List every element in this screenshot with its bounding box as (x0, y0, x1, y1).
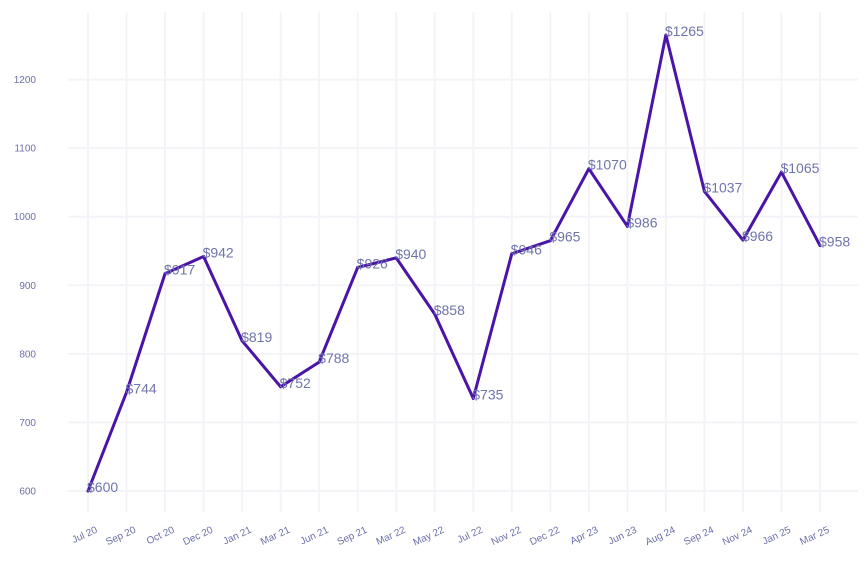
data-point (163, 272, 167, 276)
x-axis: Jul 20 Sep 20 Oct 20 Dec 20 Jan 21 Mar 21 Jun … (70, 525, 831, 549)
x-tick-label: Mar 22 (375, 525, 408, 548)
x-tick-label: Mar 25 (798, 525, 831, 548)
data-point (587, 167, 591, 171)
x-tick-label: May 22 (412, 525, 447, 549)
data-label: $942 (203, 244, 234, 260)
x-tick-label: Nov 24 (721, 525, 755, 549)
data-point (818, 244, 822, 248)
x-tick-label: Jan 21 (222, 525, 254, 548)
data-label: $1265 (665, 23, 704, 39)
y-tick-label: 600 (19, 487, 36, 498)
x-tick-label: Dec 22 (528, 525, 562, 549)
data-point (625, 224, 629, 228)
data-point (471, 396, 475, 400)
x-tick-label: Aug 24 (644, 525, 678, 549)
data-point (86, 489, 90, 493)
data-point (433, 312, 437, 316)
x-tick-label: Sep 24 (682, 525, 716, 549)
x-tick-label: Jun 21 (299, 525, 331, 548)
data-point (510, 252, 514, 256)
x-tick-label: Jan 25 (761, 525, 793, 548)
data-label: $752 (280, 375, 311, 391)
y-tick-label: 700 (19, 418, 36, 429)
y-tick-label: 1000 (14, 212, 37, 223)
x-tick-label: Jul 20 (70, 525, 99, 546)
data-point (548, 239, 552, 243)
data-label: $926 (357, 255, 388, 271)
series-line (86, 33, 822, 493)
y-tick-label: 1200 (14, 75, 37, 86)
x-tick-label: Sep 20 (104, 525, 138, 549)
data-label: $735 (472, 386, 503, 402)
data-point (279, 385, 283, 389)
y-tick-label: 800 (19, 349, 36, 360)
y-tick-label: 1100 (14, 144, 36, 155)
data-label: $1065 (780, 160, 819, 176)
x-tick-label: Apr 23 (569, 525, 601, 548)
x-tick-label: Sep 21 (336, 525, 370, 549)
data-label: $917 (164, 262, 195, 278)
data-label: $600 (87, 479, 118, 495)
data-point (664, 33, 668, 37)
data-point (202, 254, 206, 258)
x-tick-label: Nov 22 (490, 525, 524, 549)
y-axis: 600 700 800 900 1000 1100 1200 (14, 75, 37, 497)
data-label: $965 (549, 229, 580, 245)
data-label: $946 (511, 242, 542, 258)
grid (68, 12, 858, 512)
data-labels: $600 $744 $917 $942 $819 $752 $788 $926 $940 $858… (86, 23, 850, 495)
data-label: $986 (626, 214, 657, 230)
data-point (317, 360, 321, 364)
data-point (779, 170, 783, 174)
data-label: $958 (819, 234, 850, 250)
x-tick-label: Oct 20 (145, 525, 177, 548)
data-label: $940 (395, 246, 426, 262)
data-point (394, 256, 398, 260)
data-label: $966 (742, 228, 773, 244)
data-point (125, 390, 129, 394)
data-point (702, 189, 706, 193)
y-tick-label: 900 (19, 281, 36, 292)
data-point (240, 339, 244, 343)
data-label: $1070 (588, 157, 627, 173)
data-label: $788 (318, 350, 349, 366)
data-label: $744 (126, 380, 157, 396)
x-tick-label: Jul 22 (456, 525, 485, 546)
x-tick-label: Mar 21 (259, 525, 292, 548)
data-label: $1037 (703, 179, 742, 195)
data-point (356, 265, 360, 269)
data-label: $819 (241, 329, 272, 345)
x-tick-label: Dec 20 (181, 525, 215, 549)
x-tick-label: Jun 23 (607, 525, 639, 548)
data-point (741, 238, 745, 242)
data-label: $858 (434, 302, 465, 318)
